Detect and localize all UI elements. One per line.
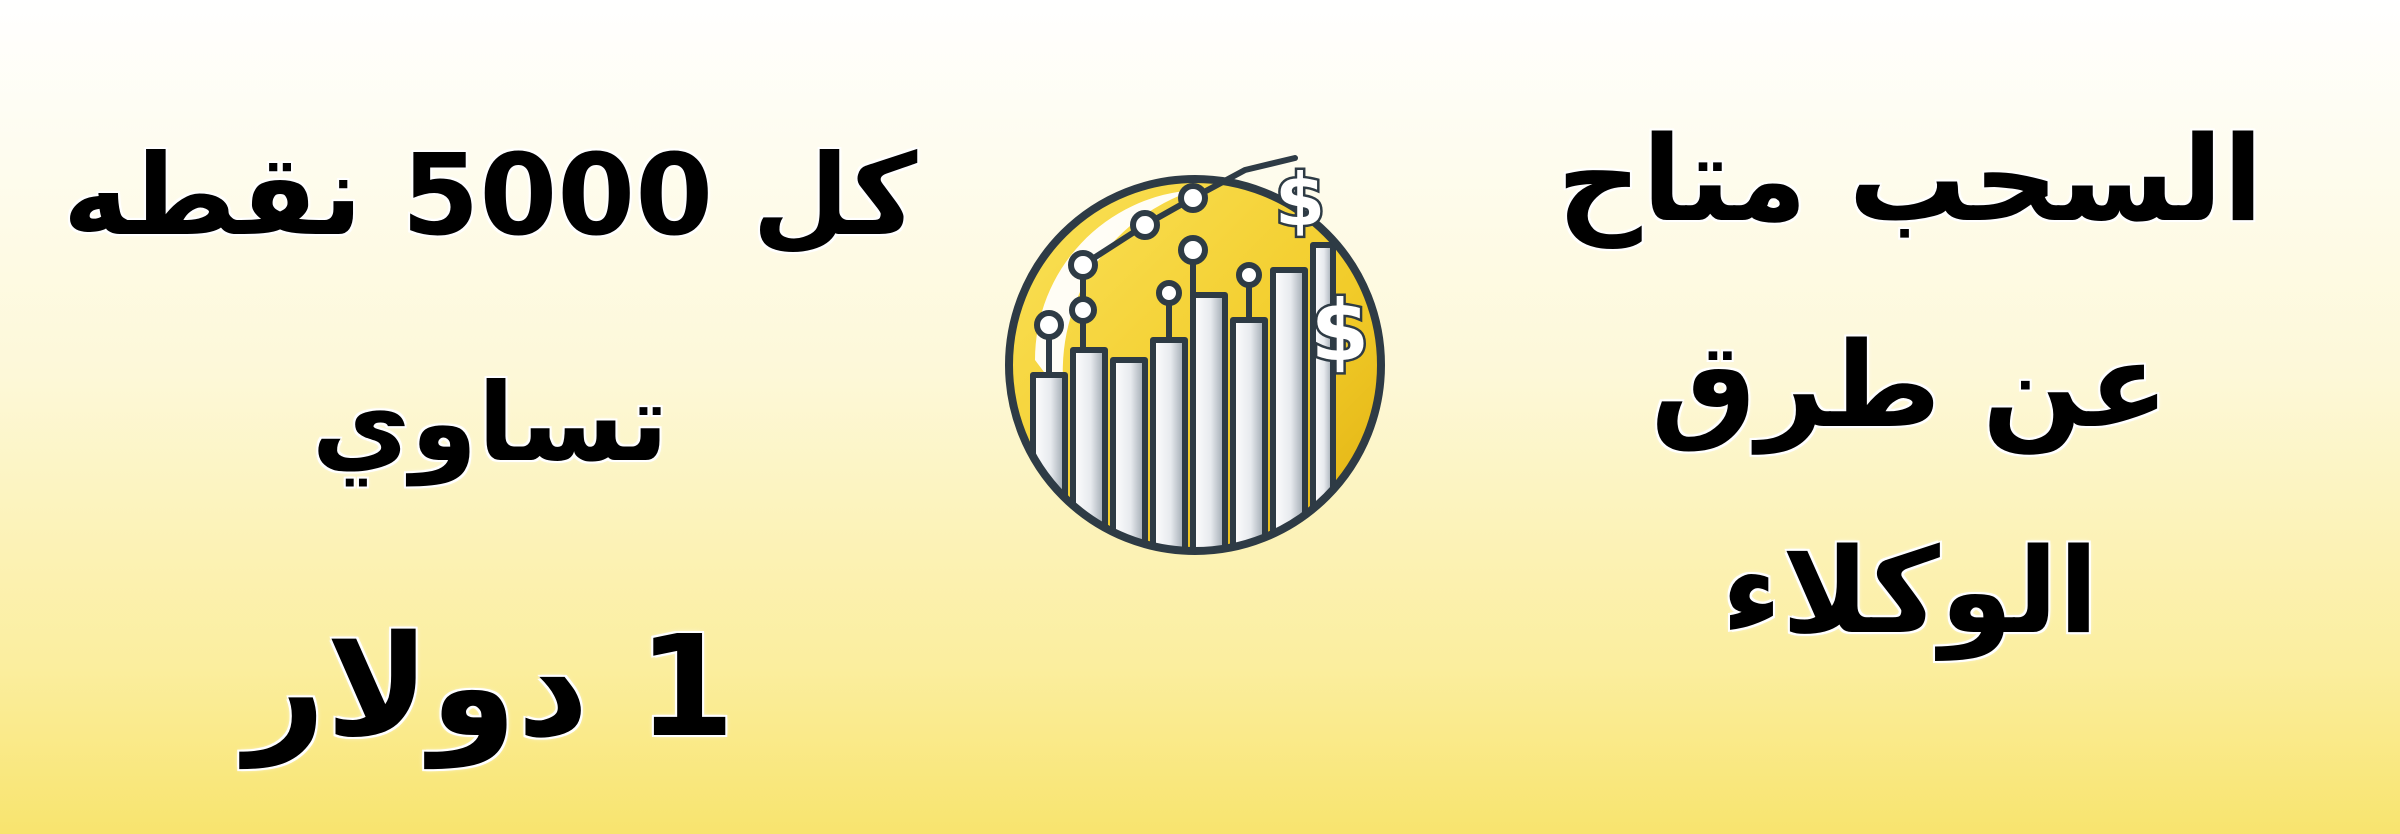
points-rate-line-3: 1 دولار <box>245 606 735 769</box>
coin-chart-dollar-icon: $ $ <box>1005 155 1385 555</box>
withdrawal-line-3: الوكلاء <box>1721 522 2099 660</box>
svg-text:$: $ <box>1311 282 1369 380</box>
withdrawal-line-1: السحب متاح <box>1556 110 2264 248</box>
points-rate-line-2: تساوي <box>311 361 669 486</box>
withdrawal-line-2: عن طرق <box>1651 316 2169 454</box>
withdrawal-info: السحب متاح عن طرق الوكلاء <box>1556 110 2264 738</box>
points-rate-info: كل 5000 نقطه تساوي 1 دولار <box>63 140 917 769</box>
points-rate-line-1: كل 5000 نقطه <box>62 131 918 261</box>
svg-text:$: $ <box>1275 158 1325 242</box>
